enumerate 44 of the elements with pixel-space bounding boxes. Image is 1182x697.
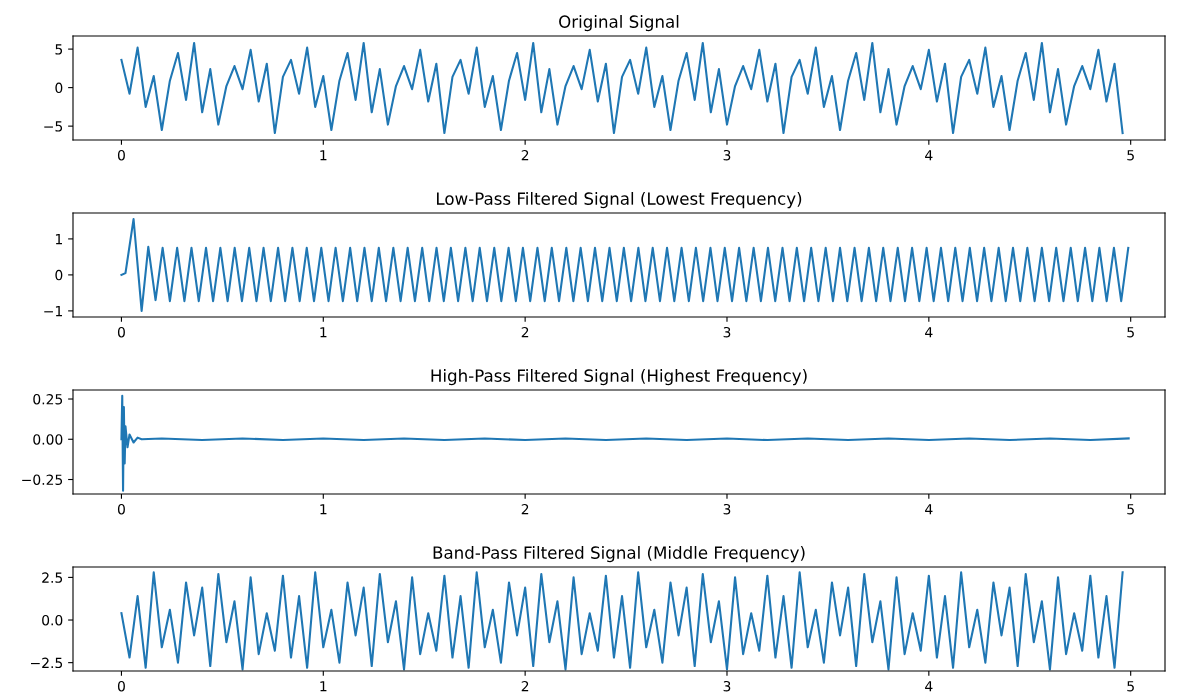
y-tick-label: −5 xyxy=(44,121,63,132)
y-tick-label: 0 xyxy=(55,82,63,94)
x-tick-label: 3 xyxy=(723,326,731,338)
x-tick-label: 0 xyxy=(117,149,125,161)
x-tick-label: 2 xyxy=(521,680,529,692)
chart-title: High-Pass Filtered Signal (Highest Frequency) xyxy=(431,369,807,386)
y-tick-label: 0.00 xyxy=(33,434,63,445)
x-tick-label: 0 xyxy=(117,326,125,338)
x-tick-label: 0 xyxy=(117,680,125,692)
y-tick-label: 1 xyxy=(55,234,62,245)
x-tick-label: 5 xyxy=(1127,681,1134,692)
x-tick-label: 5 xyxy=(1127,327,1134,338)
x-tick-label: 4 xyxy=(925,681,933,692)
x-tick-label: 1 xyxy=(320,681,327,692)
x-tick-label: 1 xyxy=(320,504,327,515)
chart-title: Band-Pass Filtered Signal (Middle Frequency) xyxy=(433,546,805,563)
x-tick-label: 2 xyxy=(521,326,529,338)
line-series xyxy=(120,394,1130,492)
line-series xyxy=(120,218,1130,312)
y-tick-label: 0.0 xyxy=(42,614,63,626)
y-tick-label: 0 xyxy=(55,269,63,281)
y-tick-label: −0.25 xyxy=(22,474,63,485)
x-tick-label: 3 xyxy=(723,149,731,161)
y-tick-label: −2.5 xyxy=(31,657,63,669)
x-tick-label: 1 xyxy=(320,327,327,338)
x-tick-label: 1 xyxy=(320,150,327,161)
x-tick-label: 3 xyxy=(723,680,731,692)
y-tick-label: −1 xyxy=(44,306,62,317)
x-tick-label: 4 xyxy=(925,504,933,515)
y-tick-label: 0.25 xyxy=(33,393,63,405)
x-tick-label: 2 xyxy=(521,503,529,515)
x-tick-label: 3 xyxy=(723,503,731,515)
x-tick-label: 0 xyxy=(117,503,125,515)
line-series xyxy=(120,571,1124,671)
y-tick-label: 5 xyxy=(55,44,63,55)
x-tick-label: 5 xyxy=(1127,504,1134,515)
y-tick-label: 2.5 xyxy=(42,572,63,583)
x-tick-label: 5 xyxy=(1127,150,1134,161)
chart-title: Low-Pass Filtered Signal (Lowest Frequency) xyxy=(437,192,802,209)
chart-title: Original Signal xyxy=(559,15,679,32)
x-tick-label: 2 xyxy=(521,149,529,161)
x-tick-label: 4 xyxy=(925,327,933,338)
line-series xyxy=(120,41,1124,135)
x-tick-label: 4 xyxy=(925,150,933,161)
